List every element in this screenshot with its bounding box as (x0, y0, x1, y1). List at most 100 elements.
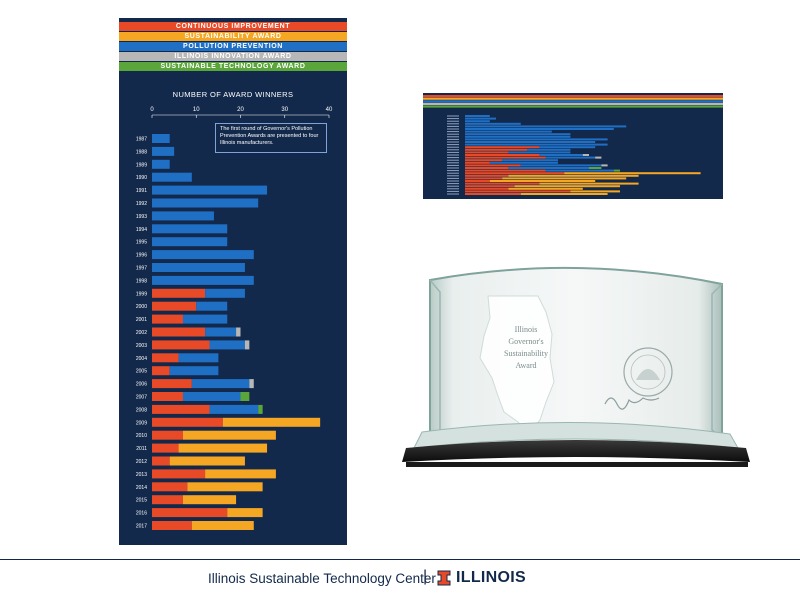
x-tick-label: 40 (326, 107, 333, 113)
y-tick-label-year: 2015 (136, 498, 147, 504)
y-tick-label-year: 1996 (136, 253, 147, 259)
bar-segment (152, 430, 183, 440)
thumbnail-bar-segment (465, 167, 509, 169)
thumbnail-bar-segment (613, 169, 620, 172)
thumbnail-year-label (447, 172, 459, 174)
bar-segment (244, 340, 250, 350)
bar-segment (227, 508, 263, 518)
y-tick-label-year: 2007 (136, 395, 147, 401)
y-tick-label-year: 2010 (136, 433, 147, 439)
y-tick-label-year: 1991 (136, 188, 147, 194)
thumbnail-bar-segment (465, 120, 490, 123)
legend-item-sustainability-award: SUSTAINABILITY AWARD (119, 32, 347, 41)
thumbnail-bar-segment (465, 128, 614, 130)
y-tick-label-year: 2008 (136, 407, 147, 413)
thumbnail-bar-segment (465, 182, 540, 185)
bar-segment (205, 288, 245, 298)
thumbnail-year-label (447, 190, 459, 192)
y-tick-label-year: 2004 (136, 356, 147, 362)
thumbnail-bar-segment (595, 156, 602, 159)
thumbnail-bar-segment (465, 159, 503, 162)
y-tick-label-year: 1993 (136, 214, 147, 220)
thumbnail-bar-segment (465, 185, 515, 188)
bar-segment (152, 521, 192, 530)
thumbnail-bar-segment (465, 156, 546, 159)
thumbnail-year-label (447, 128, 459, 130)
bar-segment (182, 314, 228, 324)
bar-segment (205, 327, 237, 337)
y-tick-label-year: 1992 (136, 201, 147, 207)
bar-segment (152, 159, 170, 169)
thumbnail-bar-segment (465, 172, 565, 175)
thumbnail-bar-segment (539, 146, 596, 149)
thumbnail-year-label (447, 146, 459, 148)
y-tick-label-year: 1995 (136, 240, 147, 246)
y-tick-label-year: 2002 (136, 330, 147, 336)
y-tick-label-year: 1990 (136, 175, 147, 181)
y-tick-label-year: 1988 (136, 149, 147, 155)
thumbnail-year-label (447, 185, 459, 187)
bar-segment (152, 172, 192, 182)
bar-segment (187, 482, 263, 492)
thumbnail-legend-band (423, 95, 723, 98)
y-tick-label-year: 2009 (136, 420, 147, 426)
glass-award-photo: Illinois Governor's Sustainability Award (402, 266, 750, 467)
y-tick-label-year: 2014 (136, 485, 147, 491)
y-tick-label-year: 2013 (136, 472, 147, 478)
thumbnail-bar-segment (465, 174, 509, 177)
thumbnail-year-label (447, 157, 459, 159)
thumbnail-bar-segment (508, 187, 583, 190)
footer-divider (0, 559, 800, 560)
thumbnail-year-label (447, 177, 459, 179)
bar-segment (152, 482, 188, 492)
bar-segment (152, 237, 228, 247)
thumbnail-bar-segment (520, 164, 602, 167)
state-seal-icon (623, 347, 673, 397)
y-tick-label-year: 2005 (136, 369, 147, 375)
thumbnail-bar-segment (465, 151, 509, 154)
bar-segment (240, 392, 250, 401)
thumbnail-bar-segment (465, 169, 546, 172)
award-title-line-2: Governor's (508, 337, 543, 346)
thumbnail-year-label (447, 162, 459, 164)
thumbnail-legend-band (423, 105, 723, 108)
legend-item-sustainable-technology-award: SUSTAINABLE TECHNOLOGY AWARD (119, 62, 347, 71)
thumbnail-year-label (447, 151, 459, 153)
bar-segment (152, 417, 223, 427)
thumbnail-year-label (447, 164, 459, 166)
bar-segment (182, 430, 276, 440)
thumbnail-bar-segment (465, 141, 596, 143)
bar-segment (152, 495, 183, 505)
x-tick-label: 10 (193, 107, 200, 113)
bar-segment (152, 275, 254, 285)
thumbnail-year-label (447, 120, 459, 122)
award-title-line-1: Illinois (515, 325, 538, 334)
thumbnail-bar-segment (502, 177, 627, 180)
thumbnail-bar-segment (465, 122, 521, 125)
award-title-line-3: Sustainability (504, 349, 548, 358)
thumbnail-bar-segment (465, 138, 608, 141)
thumbnail-bar-segment (465, 125, 627, 128)
bar-segment (152, 469, 206, 479)
bar-segment (152, 327, 206, 337)
footer-separator: | (423, 568, 428, 585)
thumbnail-year-label (447, 159, 459, 161)
award-poster-thumbnail (423, 93, 723, 199)
thumbnail-bar-segment (589, 167, 602, 169)
thumbnail-year-label (447, 141, 459, 143)
thumbnail-bar-segment (465, 143, 608, 146)
thumbnail-year-label (447, 175, 459, 177)
bar-segment (236, 327, 241, 337)
thumbnail-bar-segment (489, 180, 596, 182)
bar-segment (249, 379, 254, 389)
thumbnail-bar-segment (465, 154, 540, 156)
thumbnail-bar-segment (465, 133, 571, 136)
bar-segment (152, 224, 228, 234)
y-tick-label-year: 1999 (136, 291, 147, 297)
y-tick-label-year: 1989 (136, 162, 147, 168)
bar-segment (152, 443, 179, 453)
thumbnail-year-label (447, 180, 459, 182)
thumbnail-year-label (447, 123, 459, 125)
y-tick-label-year: 2011 (136, 446, 147, 452)
bar-segment (152, 134, 170, 143)
